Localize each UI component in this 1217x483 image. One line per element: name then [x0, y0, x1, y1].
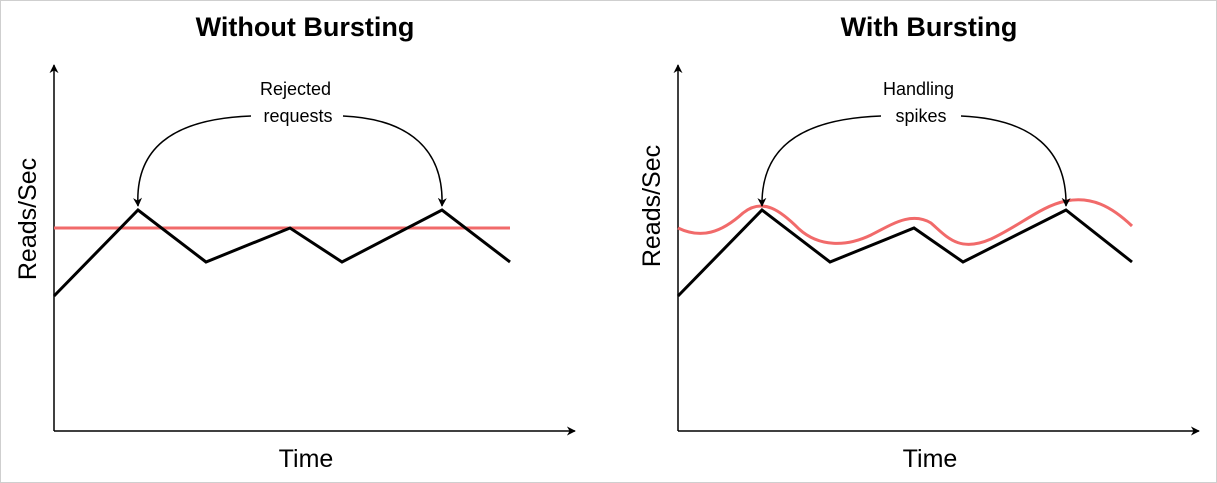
demand-line — [676, 208, 1133, 298]
x-axis-label: Time — [903, 445, 958, 473]
callout-arrow-right — [342, 115, 447, 207]
callout-arrow-left — [757, 115, 882, 207]
annotation-line-2: spikes — [895, 106, 946, 126]
y-axis-label: Reads/Sec — [638, 145, 666, 267]
annotation: Rejected requests — [260, 79, 336, 126]
annotation-line-1: Rejected — [260, 79, 331, 99]
callout-arrow-left — [133, 115, 252, 207]
capacity-line — [677, 198, 1134, 246]
panel-with-bursting: With Bursting Reads/Sec Time Handling sp… — [638, 12, 1200, 473]
panel-title: Without Bursting — [196, 12, 415, 42]
panel-title: With Bursting — [841, 12, 1018, 42]
annotation: Handling spikes — [883, 79, 959, 126]
annotation-line-1: Handling — [883, 79, 954, 99]
callout-arrow-right — [960, 115, 1071, 207]
panel-without-bursting: Without Bursting Reads/Sec Time Rejected… — [14, 12, 576, 473]
y-axis-label: Reads/Sec — [14, 158, 42, 280]
demand-line — [52, 208, 511, 298]
x-axis-label: Time — [279, 445, 334, 473]
annotation-line-2: requests — [263, 106, 332, 126]
